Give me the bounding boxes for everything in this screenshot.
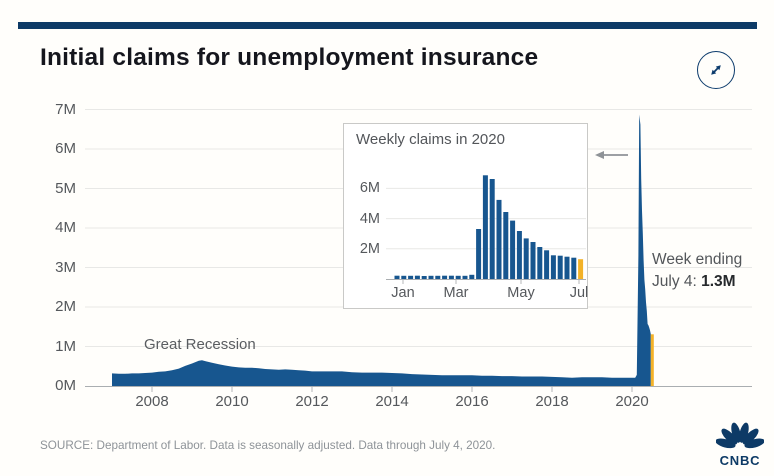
inset-bar [557,255,563,279]
source-attribution: SOURCE: Department of Labor. Data is sea… [40,439,496,452]
inset-title: Weekly claims in 2020 [356,131,505,148]
inset-y-axis-label: 4M [359,210,380,227]
inset-bar [489,179,495,279]
peacock-icon [715,422,765,449]
inset-bar [448,275,454,279]
x-axis-label: 2012 [295,393,329,410]
callout-line2: July 4: 1.3M [652,273,736,290]
inset-bar [530,242,536,279]
x-axis-label: 2016 [455,393,489,410]
inset-bar-chart [386,175,586,284]
latest-value-callout: Week ending July 4: 1.3M [652,249,742,293]
inset-bar [537,247,543,279]
inset-bar [408,275,414,279]
page-title: Initial claims for unemployment insuranc… [40,44,539,71]
inset-bar [550,255,556,279]
inset-bar [469,274,475,279]
inset-bar [394,275,400,279]
inset-chart-panel: Weekly claims in 2020 2M 4M 6M Jan Mar May Ju… [343,123,588,309]
inset-x-axis-label: Jul [569,285,589,301]
inset-bar [503,212,509,279]
callout-line1: Week ending [652,251,743,268]
inset-bar [455,275,461,279]
inset-bar [482,175,488,279]
inset-bar [571,257,577,279]
inset-bar [401,275,407,279]
y-axis-label: 6M [55,140,76,157]
inset-y-axis-label: 2M [359,240,380,257]
y-axis-label: 4M [55,219,76,236]
inset-bar [435,275,441,279]
inset-bar [496,199,502,279]
x-axis-label: 2018 [535,393,569,410]
inset-bar [516,231,522,279]
x-axis-label: 2020 [615,393,649,410]
inset-bar [544,250,550,279]
expand-arrows-icon [711,65,721,75]
brand-top-bar [18,22,757,29]
expand-button[interactable] [697,51,735,89]
cnbc-logo: CNBC [708,419,772,468]
inset-x-axis-label: May [507,285,535,301]
inset-bar [578,259,584,279]
inset-bar [564,256,570,279]
y-axis-label: 2M [55,298,76,315]
inset-bar [462,275,468,279]
y-axis-label: 0M [55,377,76,394]
inset-y-axis-label: 6M [359,180,380,197]
great-recession-annotation: Great Recession [144,336,256,353]
x-axis-label: 2010 [215,393,249,410]
brand-name: CNBC [719,453,761,468]
inset-bar [414,275,420,279]
inset-x-axis-label: Jan [391,285,415,301]
inset-bar [510,220,516,279]
y-axis-label: 3M [55,258,76,276]
y-axis-label: 7M [55,100,76,118]
latest-week-highlight [650,334,654,386]
inset-x-axis-label: Mar [443,285,469,301]
x-axis-label: 2008 [135,393,169,410]
latest-value: 1.3M [701,273,736,290]
inset-bar [428,275,434,279]
y-axis-label: 5M [55,179,76,197]
y-axis-label: 1M [55,337,76,355]
inset-bar [442,275,448,279]
inset-bar [476,229,482,279]
x-axis-label: 2014 [375,393,409,410]
inset-bar [421,276,427,279]
inset-bar [523,238,529,279]
